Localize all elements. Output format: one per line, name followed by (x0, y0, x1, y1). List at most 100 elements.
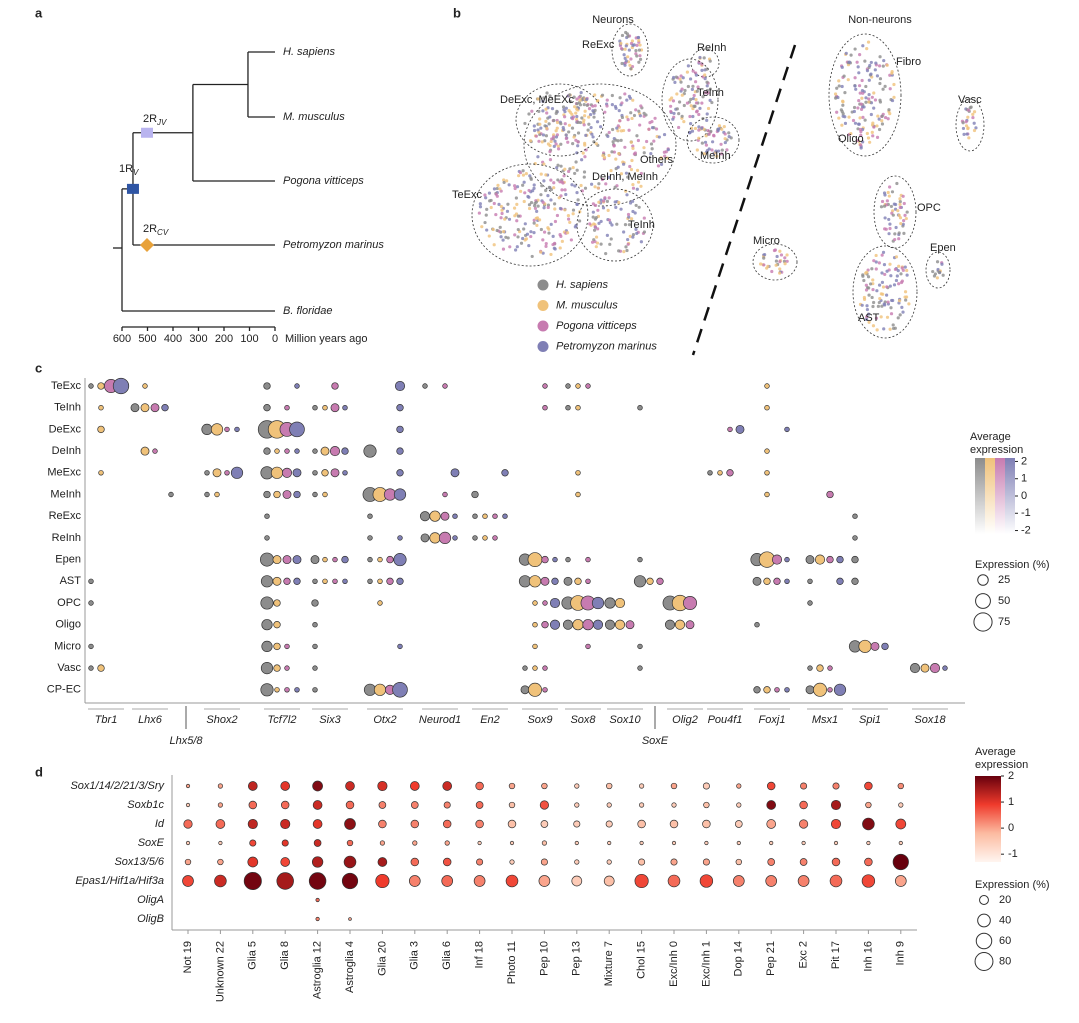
cell-dot (553, 219, 558, 224)
cell-dot (496, 183, 500, 187)
cell-dot (492, 187, 497, 191)
cell-dot (506, 236, 510, 240)
column-label: Chol 15 (636, 941, 648, 979)
dot (833, 683, 847, 696)
cell-dot (537, 109, 541, 113)
cell-dot (527, 188, 531, 193)
dot (315, 897, 320, 903)
cell-dot (612, 150, 616, 154)
dot (97, 664, 105, 672)
cell-dot (536, 128, 540, 132)
divider (691, 44, 797, 356)
cell-dot (544, 188, 548, 193)
cell-dot (527, 203, 532, 207)
cell-dot (626, 34, 630, 38)
cell-dot (546, 203, 551, 207)
gene-label: Otx2 (373, 714, 396, 726)
cell-dot (501, 229, 506, 234)
cell-dot (505, 179, 509, 183)
row-label: OPC (57, 597, 81, 609)
cell-dot (712, 134, 716, 138)
cell-dot (877, 117, 881, 121)
cluster-label: Others (640, 154, 674, 166)
cell-dot (631, 235, 635, 239)
cell-dot (566, 231, 570, 235)
cell-dot (523, 191, 527, 195)
cell-dot (532, 183, 536, 187)
cell-dot (625, 115, 629, 119)
dot (799, 819, 809, 829)
cell-dot (901, 194, 905, 198)
x-tick-label: 400 (164, 333, 182, 345)
cell-dot (877, 283, 882, 287)
cell-dot (870, 95, 874, 99)
cell-dot (886, 117, 890, 121)
cell-dot (541, 200, 545, 204)
cell-dot (637, 60, 641, 64)
cell-dot (774, 259, 778, 263)
dot (412, 840, 418, 846)
column-label: Glia 3 (409, 941, 421, 970)
dot (215, 819, 226, 829)
cell-dot (551, 234, 555, 238)
cell-dot (853, 76, 857, 80)
cell-dot (703, 73, 707, 77)
cell-dot (616, 129, 620, 133)
cell-dot (695, 89, 699, 93)
cluster-outline (690, 48, 720, 78)
dot (892, 853, 909, 871)
size-key-label: 60 (999, 935, 1011, 947)
dot (784, 556, 790, 563)
cell-dot (700, 126, 704, 130)
cell-dot (567, 169, 571, 174)
cell-dot (706, 91, 710, 95)
dot (472, 513, 478, 519)
cell-dot (889, 274, 893, 278)
cell-dot (636, 180, 641, 184)
dot (452, 535, 458, 541)
dot (346, 839, 354, 847)
dot (805, 685, 815, 695)
cell-dot (555, 120, 560, 125)
dot (614, 619, 626, 630)
cell-dot (498, 187, 502, 191)
dot (396, 469, 404, 477)
cell-dot (715, 154, 719, 158)
dot (727, 426, 733, 433)
cell-dot (866, 312, 871, 316)
cell-dot (532, 221, 536, 225)
cell-dot (519, 241, 524, 245)
column-label: Pep 13 (571, 941, 583, 976)
gene-label: Six3 (319, 714, 341, 726)
cell-dot (573, 184, 577, 188)
cell-dot (880, 122, 885, 126)
cell-dot (492, 243, 496, 247)
cell-dot (872, 91, 876, 95)
cell-dot (623, 56, 627, 60)
cell-dot (871, 134, 875, 138)
cell-dot (611, 127, 615, 132)
x-tick-label: 600 (113, 333, 131, 345)
event-subscript: V (133, 168, 139, 177)
cell-dot (478, 205, 483, 209)
cell-dot (968, 106, 972, 110)
cell-dot (530, 254, 534, 259)
dot (699, 874, 714, 888)
x-tick-label: 300 (189, 333, 207, 345)
cluster-label: Fibro (896, 56, 921, 68)
cell-dot (863, 59, 867, 63)
dot (263, 447, 271, 455)
dot (864, 857, 873, 867)
cell-dot (717, 149, 721, 153)
dot (541, 621, 549, 629)
cell-dot (689, 97, 693, 101)
dot (827, 665, 833, 671)
cell-dot (548, 158, 553, 162)
dot (367, 535, 373, 541)
cell-dot (671, 117, 675, 121)
cell-dot (685, 101, 690, 105)
cell-dot (645, 139, 649, 144)
cell-dot (629, 167, 634, 172)
cluster-label: Oligo (838, 133, 864, 145)
